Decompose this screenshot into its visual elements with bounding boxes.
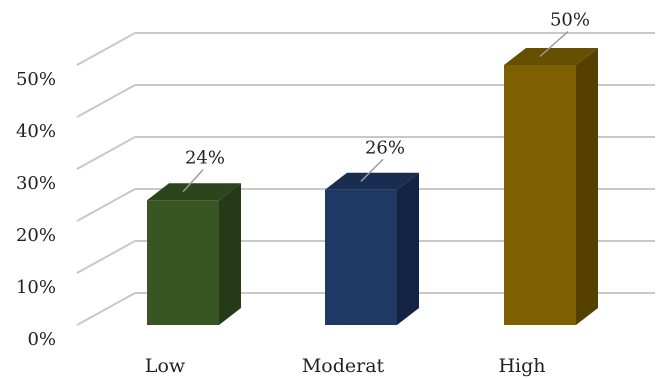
gridline-diagonal [76, 136, 136, 170]
y-tick-label: 30% [16, 173, 56, 194]
y-tick-label: 0% [27, 329, 56, 350]
leader-line [360, 158, 384, 182]
category-label-low: Low [145, 355, 186, 377]
bar-front-face [147, 200, 219, 325]
data-label-moderat: 26% [365, 137, 405, 158]
category-label-high: High [498, 355, 545, 377]
bar-top-face [504, 48, 598, 65]
data-label-high: 50% [550, 10, 590, 31]
y-tick-label: 20% [16, 225, 56, 246]
bar-low [147, 183, 241, 325]
x-axis-category-labels: Low Moderat High [145, 355, 546, 377]
y-tick-label: 50% [16, 69, 56, 90]
gridline-diagonal [76, 240, 136, 274]
leader-line [539, 30, 569, 58]
bar-moderat [325, 172, 419, 325]
gridline-diagonal [76, 32, 136, 66]
gridline-diagonal [76, 292, 136, 326]
data-labels: 24% 26% 50% [185, 10, 590, 169]
bar-front-face [325, 189, 397, 325]
bar-side-face [219, 183, 241, 325]
gridline-diagonal [76, 84, 136, 118]
bar-front-face [504, 65, 576, 325]
gridline-diagonal [76, 188, 136, 222]
bar-side-face [576, 48, 598, 325]
bar-top-face [325, 172, 419, 190]
category-label-moderat: Moderat [302, 355, 385, 377]
bars [147, 48, 598, 325]
bar-top-face [147, 183, 241, 201]
bar-side-face [397, 172, 419, 325]
leader-line [182, 169, 204, 193]
y-tick-label: 40% [16, 121, 56, 142]
data-label-low: 24% [185, 148, 225, 169]
bar-high [504, 48, 598, 325]
data-label-leaders [182, 30, 569, 193]
y-axis-tick-labels: 0% 10% 20% 30% 40% 50% [16, 69, 56, 350]
y-tick-label: 10% [16, 277, 56, 298]
